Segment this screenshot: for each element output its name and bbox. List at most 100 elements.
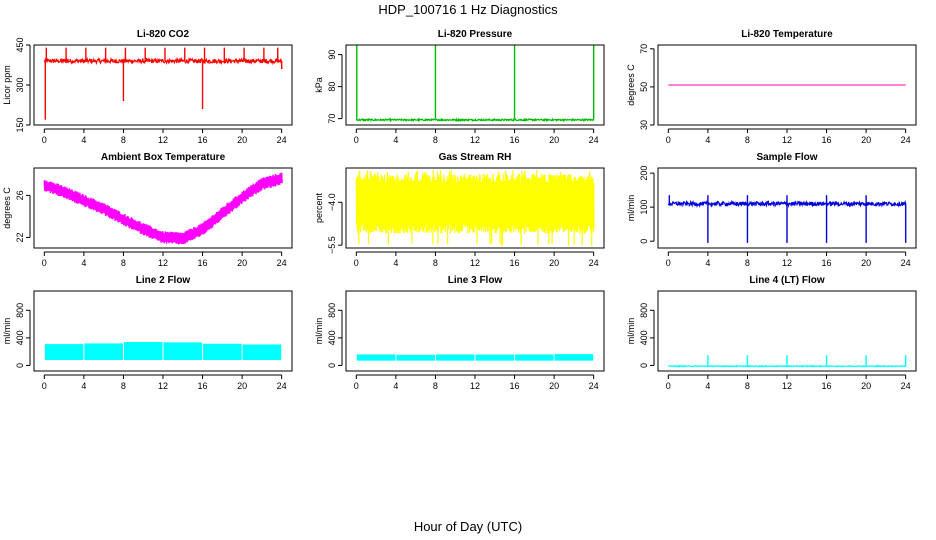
x-tick-label-ambient-3: 12 (158, 258, 168, 268)
band-segment-line2-2 (123, 342, 163, 360)
x-tick-label-temp-2: 8 (745, 135, 750, 145)
y-axis-label-line3: ml/min (314, 318, 324, 345)
y-tick-label-temp-0: 30 (639, 120, 649, 130)
x-tick-label-ambient-1: 4 (81, 258, 86, 268)
panel-title-ambient: Ambient Box Temperature (101, 152, 226, 163)
x-tick-label-sample-6: 24 (901, 258, 911, 268)
series-sample (667, 195, 907, 243)
y-tick-label-rh-0: −5.5 (327, 236, 337, 254)
x-tick-label-line2-1: 4 (81, 381, 86, 391)
x-tick-label-line4-1: 4 (705, 381, 710, 391)
plot-frame-pressure (345, 44, 605, 126)
x-tick-label-ambient-2: 8 (121, 258, 126, 268)
x-tick-label-line3-5: 20 (549, 381, 559, 391)
series-ambient (43, 172, 283, 245)
series-pressure (355, 45, 595, 123)
x-tick-label-co2-3: 12 (158, 135, 168, 145)
y-tick-label-ambient-0: 22 (15, 232, 25, 242)
series-line-ambient (43, 172, 283, 245)
x-tick-label-pressure-6: 24 (589, 135, 599, 145)
x-tick-label-sample-4: 16 (822, 258, 832, 268)
x-tick-label-rh-5: 20 (549, 258, 559, 268)
y-axis-label-ambient: degrees C (2, 187, 12, 229)
panel-co2: Li-820 CO2 0 4 8 12 16 20 24 150 300 450 Licor ppm (2, 29, 293, 145)
x-tick-label-line3-3: 12 (470, 381, 480, 391)
panel-title-line3: Line 3 Flow (448, 275, 503, 286)
band-segment-line3-1 (396, 354, 435, 361)
y-tick-label-line2-0: 0 (15, 363, 25, 368)
band-segment-line3-2 (435, 354, 475, 361)
x-tick-label-ambient-6: 24 (277, 258, 287, 268)
x-tick-label-co2-1: 4 (81, 135, 86, 145)
plot-frame-line4 (657, 290, 917, 372)
x-tick-label-pressure-4: 16 (510, 135, 520, 145)
y-axis-label-line4: ml/min (626, 318, 636, 345)
x-tick-label-co2-2: 8 (121, 135, 126, 145)
y-axis-label-temp: degrees C (626, 64, 636, 106)
x-tick-label-pressure-0: 0 (354, 135, 359, 145)
x-tick-label-line2-2: 8 (121, 381, 126, 391)
x-tick-label-co2-6: 24 (277, 135, 287, 145)
x-tick-label-co2-0: 0 (42, 135, 47, 145)
x-tick-label-line2-4: 16 (198, 381, 208, 391)
y-tick-label-pressure-2: 90 (327, 50, 337, 60)
series-co2 (43, 47, 283, 120)
x-tick-label-line4-2: 8 (745, 381, 750, 391)
x-tick-label-line2-6: 24 (277, 381, 287, 391)
x-tick-label-line3-1: 4 (393, 381, 398, 391)
x-tick-label-temp-6: 24 (901, 135, 911, 145)
x-tick-label-line4-3: 12 (782, 381, 792, 391)
x-tick-label-pressure-1: 4 (393, 135, 398, 145)
y-tick-label-line3-0: 0 (327, 363, 337, 368)
panel-pressure: Li-820 Pressure 0 4 8 12 16 20 24 70 80 90 kPa (314, 29, 605, 145)
x-tick-label-line4-5: 20 (861, 381, 871, 391)
y-axis-label-rh: percent (314, 192, 324, 223)
x-tick-label-rh-0: 0 (354, 258, 359, 268)
series-line-pressure (355, 117, 594, 123)
x-tick-label-line2-3: 12 (158, 381, 168, 391)
y-axis-label-sample: ml/min (626, 195, 636, 222)
series-line2 (44, 342, 282, 360)
x-tick-label-sample-0: 0 (666, 258, 671, 268)
panel-title-pressure: Li-820 Pressure (438, 29, 513, 40)
y-tick-label-line2-1: 400 (15, 330, 25, 345)
x-tick-label-line3-4: 16 (510, 381, 520, 391)
figure-x-axis-label: Hour of Day (UTC) (414, 519, 522, 534)
y-tick-label-sample-0: 0 (639, 239, 649, 244)
figure-title: HDP_100716 1 Hz Diagnostics (378, 2, 558, 17)
panel-ambient: Ambient Box Temperature 0 4 8 12 16 20 24 22 26de… (2, 152, 293, 268)
x-tick-label-rh-2: 8 (433, 258, 438, 268)
y-tick-label-temp-1: 50 (639, 82, 649, 92)
x-tick-label-sample-3: 12 (782, 258, 792, 268)
plot-frame-co2 (33, 44, 293, 126)
series-line4 (667, 355, 907, 368)
band-segment-line2-1 (84, 343, 123, 360)
y-axis-label-co2: Licor ppm (2, 65, 12, 105)
plot-frame-line3 (345, 290, 605, 372)
plot-frame-sample (657, 167, 917, 249)
x-tick-label-ambient-5: 20 (237, 258, 247, 268)
y-tick-label-line3-2: 800 (327, 303, 337, 318)
plot-frame-temp (657, 44, 917, 126)
y-tick-label-pressure-1: 80 (327, 82, 337, 92)
x-tick-label-pressure-5: 20 (549, 135, 559, 145)
x-tick-label-pressure-2: 8 (433, 135, 438, 145)
x-tick-label-co2-4: 16 (198, 135, 208, 145)
x-tick-label-line4-4: 16 (822, 381, 832, 391)
band-segment-line3-0 (356, 354, 396, 361)
x-tick-label-rh-3: 12 (470, 258, 480, 268)
panel-title-co2: Li-820 CO2 (137, 29, 190, 40)
x-tick-label-ambient-4: 16 (198, 258, 208, 268)
panel-title-rh: Gas Stream RH (439, 152, 512, 163)
x-tick-label-line2-0: 0 (42, 381, 47, 391)
panel-temp: Li-820 Temperature 0 4 8 12 16 20 24 30 50 70degre… (626, 29, 917, 145)
x-tick-label-rh-4: 16 (510, 258, 520, 268)
x-tick-label-line3-0: 0 (354, 381, 359, 391)
band-segment-line2-3 (163, 342, 203, 360)
x-tick-label-line4-0: 0 (666, 381, 671, 391)
x-tick-label-temp-4: 16 (822, 135, 832, 145)
